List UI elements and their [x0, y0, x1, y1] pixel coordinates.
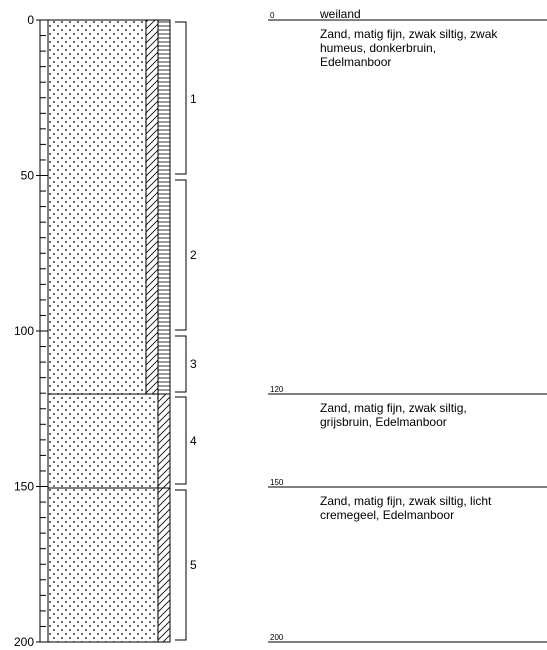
layer-description: Zand, matig fijn, zwak siltig, zwak hume…: [320, 27, 501, 69]
depth-axis-major-ticks: 0 50 100 150 200: [14, 13, 48, 649]
depth-axis: 0 50 100 150 200: [14, 13, 48, 649]
description-panel: 0 weiland Zand, matig fijn, zwak siltig,…: [268, 7, 547, 643]
sample-bracket: 4: [175, 396, 197, 485]
depth-marker: 200: [270, 633, 284, 642]
sample-label: 1: [190, 92, 197, 106]
bottom-row: 200: [268, 633, 547, 643]
sample-bracket: 1: [175, 21, 197, 175]
depth-marker: 120: [270, 385, 284, 394]
sample-bracket: 5: [175, 489, 197, 641]
sample-bracket: 2: [175, 179, 197, 331]
depth-tick-label: 0: [27, 13, 34, 27]
sample-brackets: 1 2 3 4 5: [175, 21, 197, 641]
sample-label: 5: [190, 558, 197, 572]
layer-1-sand-column: [47, 19, 147, 395]
depth-tick-label: 100: [14, 324, 34, 338]
depth-marker: 150: [270, 478, 284, 487]
sample-label: 3: [190, 357, 197, 371]
layer-row: 150 Zand, matig fijn, zwak siltig, licht…: [268, 478, 547, 522]
layer-description: Zand, matig fijn, zwak siltig, grijsbrui…: [320, 401, 470, 429]
layer-3-sand-column: [47, 487, 159, 643]
layer-2-sand-column: [47, 393, 159, 489]
layer-row: 120 Zand, matig fijn, zwak siltig, grijs…: [268, 385, 547, 429]
sample-label: 2: [190, 248, 197, 262]
sample-bracket: 3: [175, 335, 197, 393]
layer-description: Zand, matig fijn, zwak siltig, licht cre…: [320, 494, 495, 522]
depth-marker: 0: [270, 11, 275, 20]
depth-tick-label: 50: [21, 169, 35, 183]
layer-2-silt-strip: [157, 393, 171, 489]
layer-1-silt-strip: [145, 19, 159, 395]
lithology-column: [47, 19, 171, 643]
layer-1-humus-strip: [157, 19, 171, 395]
depth-tick-label: 200: [14, 635, 34, 649]
layer-3-silt-strip: [157, 487, 171, 643]
surface-row: 0 weiland Zand, matig fijn, zwak siltig,…: [268, 7, 547, 69]
sample-label: 4: [190, 434, 197, 448]
depth-tick-label: 150: [14, 480, 34, 494]
surface-label: weiland: [319, 7, 361, 21]
